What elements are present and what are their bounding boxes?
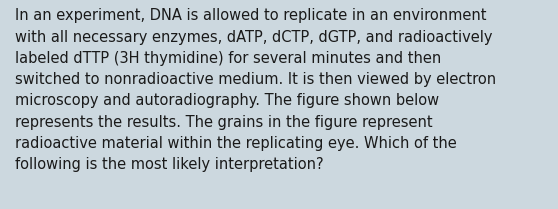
Text: In an experiment, DNA is allowed to replicate in an environment
with all necessa: In an experiment, DNA is allowed to repl…: [15, 8, 496, 172]
